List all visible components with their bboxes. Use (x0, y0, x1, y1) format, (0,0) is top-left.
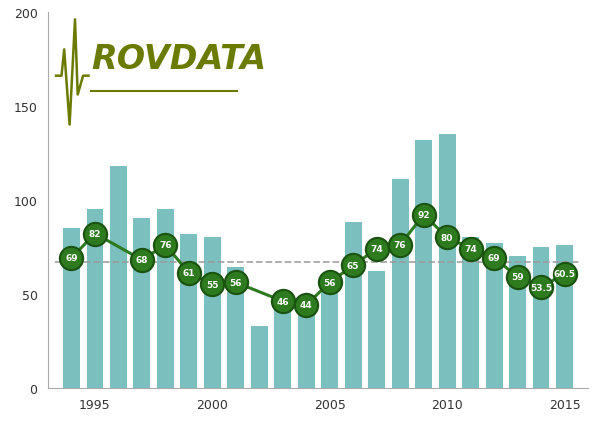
Text: 56: 56 (323, 278, 336, 287)
Text: 92: 92 (418, 211, 430, 220)
Text: 61: 61 (182, 269, 195, 278)
Text: 69: 69 (488, 254, 500, 263)
Text: 68: 68 (136, 256, 148, 265)
Bar (181, 234, 197, 388)
Point (325, 279, 335, 286)
Point (301, 302, 311, 308)
Point (372, 245, 382, 252)
Text: 56: 56 (230, 278, 242, 287)
Bar (368, 271, 385, 388)
Bar (63, 228, 80, 388)
Point (560, 271, 569, 278)
Text: 76: 76 (394, 241, 406, 250)
Bar (439, 135, 455, 388)
Bar (204, 238, 221, 388)
Bar (462, 238, 479, 388)
Bar (157, 210, 174, 388)
Point (536, 284, 546, 291)
Bar (251, 326, 268, 388)
Text: 65: 65 (347, 261, 359, 271)
Point (419, 212, 428, 219)
Text: 46: 46 (277, 297, 289, 306)
Point (67, 255, 76, 262)
Bar (133, 219, 151, 388)
Text: 59: 59 (511, 273, 524, 282)
Text: 55: 55 (206, 280, 218, 289)
Text: 74: 74 (370, 245, 383, 253)
Bar (321, 275, 338, 388)
Bar (274, 299, 291, 388)
Point (442, 234, 452, 241)
Point (466, 245, 475, 252)
Bar (110, 167, 127, 388)
Point (137, 257, 147, 264)
Point (349, 262, 358, 269)
Point (513, 273, 523, 280)
Bar (86, 210, 103, 388)
Text: 80: 80 (441, 233, 454, 242)
Text: 69: 69 (65, 254, 78, 263)
Point (395, 242, 405, 249)
Bar (298, 313, 315, 388)
Bar (533, 247, 550, 388)
Bar (556, 245, 573, 388)
Bar (485, 243, 503, 388)
Point (90, 230, 100, 237)
Text: 76: 76 (159, 241, 172, 250)
Point (278, 298, 287, 305)
Text: 82: 82 (89, 230, 101, 239)
Point (231, 279, 241, 286)
Point (208, 281, 217, 288)
Bar (509, 256, 526, 388)
Point (161, 242, 170, 249)
Bar (415, 140, 432, 388)
Bar (345, 223, 362, 388)
Text: 74: 74 (464, 245, 477, 253)
Text: 60.5: 60.5 (554, 270, 575, 279)
Text: 53.5: 53.5 (530, 283, 552, 292)
Text: 44: 44 (300, 301, 313, 310)
Point (489, 255, 499, 262)
Bar (392, 180, 409, 388)
Text: ROVDATA: ROVDATA (91, 43, 266, 76)
Point (184, 270, 194, 277)
Bar (227, 268, 244, 388)
